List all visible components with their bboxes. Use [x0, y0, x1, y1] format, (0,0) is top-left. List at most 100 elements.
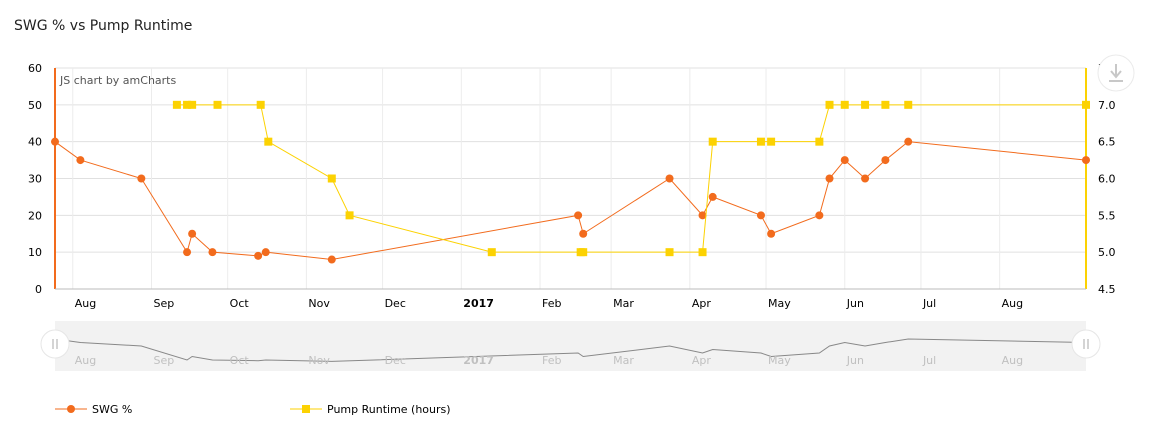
scrollbar-tick-label: Apr — [692, 354, 712, 367]
scrollbar-tick-label: Jun — [846, 354, 864, 367]
data-point[interactable] — [861, 174, 870, 183]
x-tick-label: Sep — [153, 297, 174, 310]
data-point[interactable] — [698, 248, 707, 257]
data-point[interactable] — [825, 174, 834, 183]
handle-circle — [1071, 329, 1101, 359]
legend: SWG % Pump Runtime (hours) — [55, 403, 451, 416]
scrollbar-tick-label: Jul — [922, 354, 936, 367]
data-point[interactable] — [904, 137, 913, 146]
scrollbar-tick-label: Aug — [1002, 354, 1023, 367]
download-icon — [1109, 64, 1123, 82]
x-tick-label: 2017 — [463, 297, 494, 310]
data-point[interactable] — [213, 100, 222, 109]
data-point[interactable] — [698, 211, 707, 220]
x-tick-label: Jul — [922, 297, 936, 310]
left-tick-label: 0 — [35, 283, 42, 296]
right-tick-label: 7.0 — [1098, 99, 1116, 112]
scrollbar-background — [55, 321, 1086, 371]
legend-item[interactable]: Pump Runtime (hours) — [290, 403, 451, 416]
data-point[interactable] — [261, 248, 270, 257]
series-line-1 — [54, 141, 1087, 261]
scrollbar-tick-label: Sep — [153, 354, 174, 367]
data-point[interactable] — [767, 229, 776, 238]
x-tick-label: Nov — [308, 297, 330, 310]
x-tick-label: Mar — [613, 297, 634, 310]
left-tick-label: 60 — [28, 62, 42, 75]
export-button[interactable] — [1097, 54, 1135, 92]
data-point[interactable] — [767, 137, 776, 146]
data-point[interactable] — [708, 137, 717, 146]
data-point[interactable] — [172, 100, 181, 109]
data-point[interactable] — [756, 211, 765, 220]
scrollbar-left-handle[interactable] — [40, 329, 70, 359]
data-point[interactable] — [188, 229, 197, 238]
data-point[interactable] — [51, 137, 59, 146]
data-point[interactable] — [327, 255, 336, 264]
data-point[interactable] — [840, 156, 849, 165]
chart-title: SWG % vs Pump Runtime — [14, 18, 193, 34]
right-tick-label: 6.0 — [1098, 173, 1116, 186]
data-point[interactable] — [188, 100, 197, 109]
scrollbar-tick-label: May — [768, 354, 791, 367]
x-tick-label: Apr — [692, 297, 712, 310]
scrollbar-tick-label: 2017 — [463, 354, 494, 367]
scrollbar-right-handle[interactable] — [1071, 329, 1101, 359]
x-tick-label: Jun — [846, 297, 864, 310]
data-point[interactable] — [137, 174, 146, 183]
data-point[interactable] — [579, 229, 588, 238]
data-point[interactable] — [76, 156, 85, 165]
scrollbar-tick-label: Aug — [75, 354, 96, 367]
data-point[interactable] — [904, 100, 913, 109]
data-point[interactable] — [183, 248, 192, 257]
x-tick-label: Aug — [75, 297, 96, 310]
x-tick-label: Aug — [1002, 297, 1023, 310]
data-point[interactable] — [881, 156, 890, 165]
series-layer — [51, 100, 1090, 264]
data-point[interactable] — [254, 251, 263, 260]
legend-label: SWG % — [92, 403, 132, 416]
data-point[interactable] — [574, 211, 583, 220]
right-tick-label: 4.5 — [1098, 283, 1116, 296]
download-arrow-head — [1110, 70, 1122, 79]
data-point[interactable] — [840, 100, 849, 109]
grid-lines — [55, 67, 1086, 290]
left-tick-label: 50 — [28, 99, 42, 112]
legend-marker — [302, 405, 310, 413]
data-point[interactable] — [1082, 156, 1090, 165]
legend-item[interactable]: SWG % — [55, 403, 132, 416]
left-tick-label: 20 — [28, 209, 42, 222]
data-point[interactable] — [815, 211, 824, 220]
scrollbar-tick-label: Feb — [542, 354, 561, 367]
data-point[interactable] — [861, 100, 870, 109]
x-tick-label: Feb — [542, 297, 561, 310]
x-tick-label: Dec — [385, 297, 406, 310]
data-point[interactable] — [756, 137, 765, 146]
right-tick-label: 6.5 — [1098, 136, 1116, 149]
data-point[interactable] — [256, 100, 265, 109]
right-tick-label: 5.0 — [1098, 246, 1116, 259]
scrollbar[interactable]: Aug Sep Oct Nov Dec 2017 Feb Mar Apr May Jun Jul Aug — [40, 321, 1101, 371]
data-point[interactable] — [208, 248, 217, 257]
data-point[interactable] — [708, 192, 717, 201]
amcharts-credit[interactable]: JS chart by amCharts — [59, 74, 176, 87]
left-tick-label: 10 — [28, 246, 42, 259]
data-point[interactable] — [665, 248, 674, 257]
data-point[interactable] — [1082, 100, 1090, 109]
data-point[interactable] — [825, 100, 834, 109]
data-point[interactable] — [345, 211, 354, 220]
data-point[interactable] — [815, 137, 824, 146]
scrollbar-preview-line — [54, 338, 1087, 362]
data-point[interactable] — [327, 174, 336, 183]
x-tick-label: Oct — [230, 297, 250, 310]
scrollbar-tick-label: Oct — [230, 354, 250, 367]
data-point[interactable] — [183, 100, 192, 109]
data-point[interactable] — [487, 248, 496, 257]
data-point[interactable] — [665, 174, 674, 183]
data-point[interactable] — [264, 137, 273, 146]
scrollbar-tick-label: Dec — [385, 354, 406, 367]
data-point[interactable] — [579, 248, 588, 257]
axes: 01020304050604.55.05.56.06.57.07.5AugSep… — [28, 62, 1116, 310]
data-point[interactable] — [881, 100, 890, 109]
scrollbar-tick-label: Mar — [613, 354, 634, 367]
